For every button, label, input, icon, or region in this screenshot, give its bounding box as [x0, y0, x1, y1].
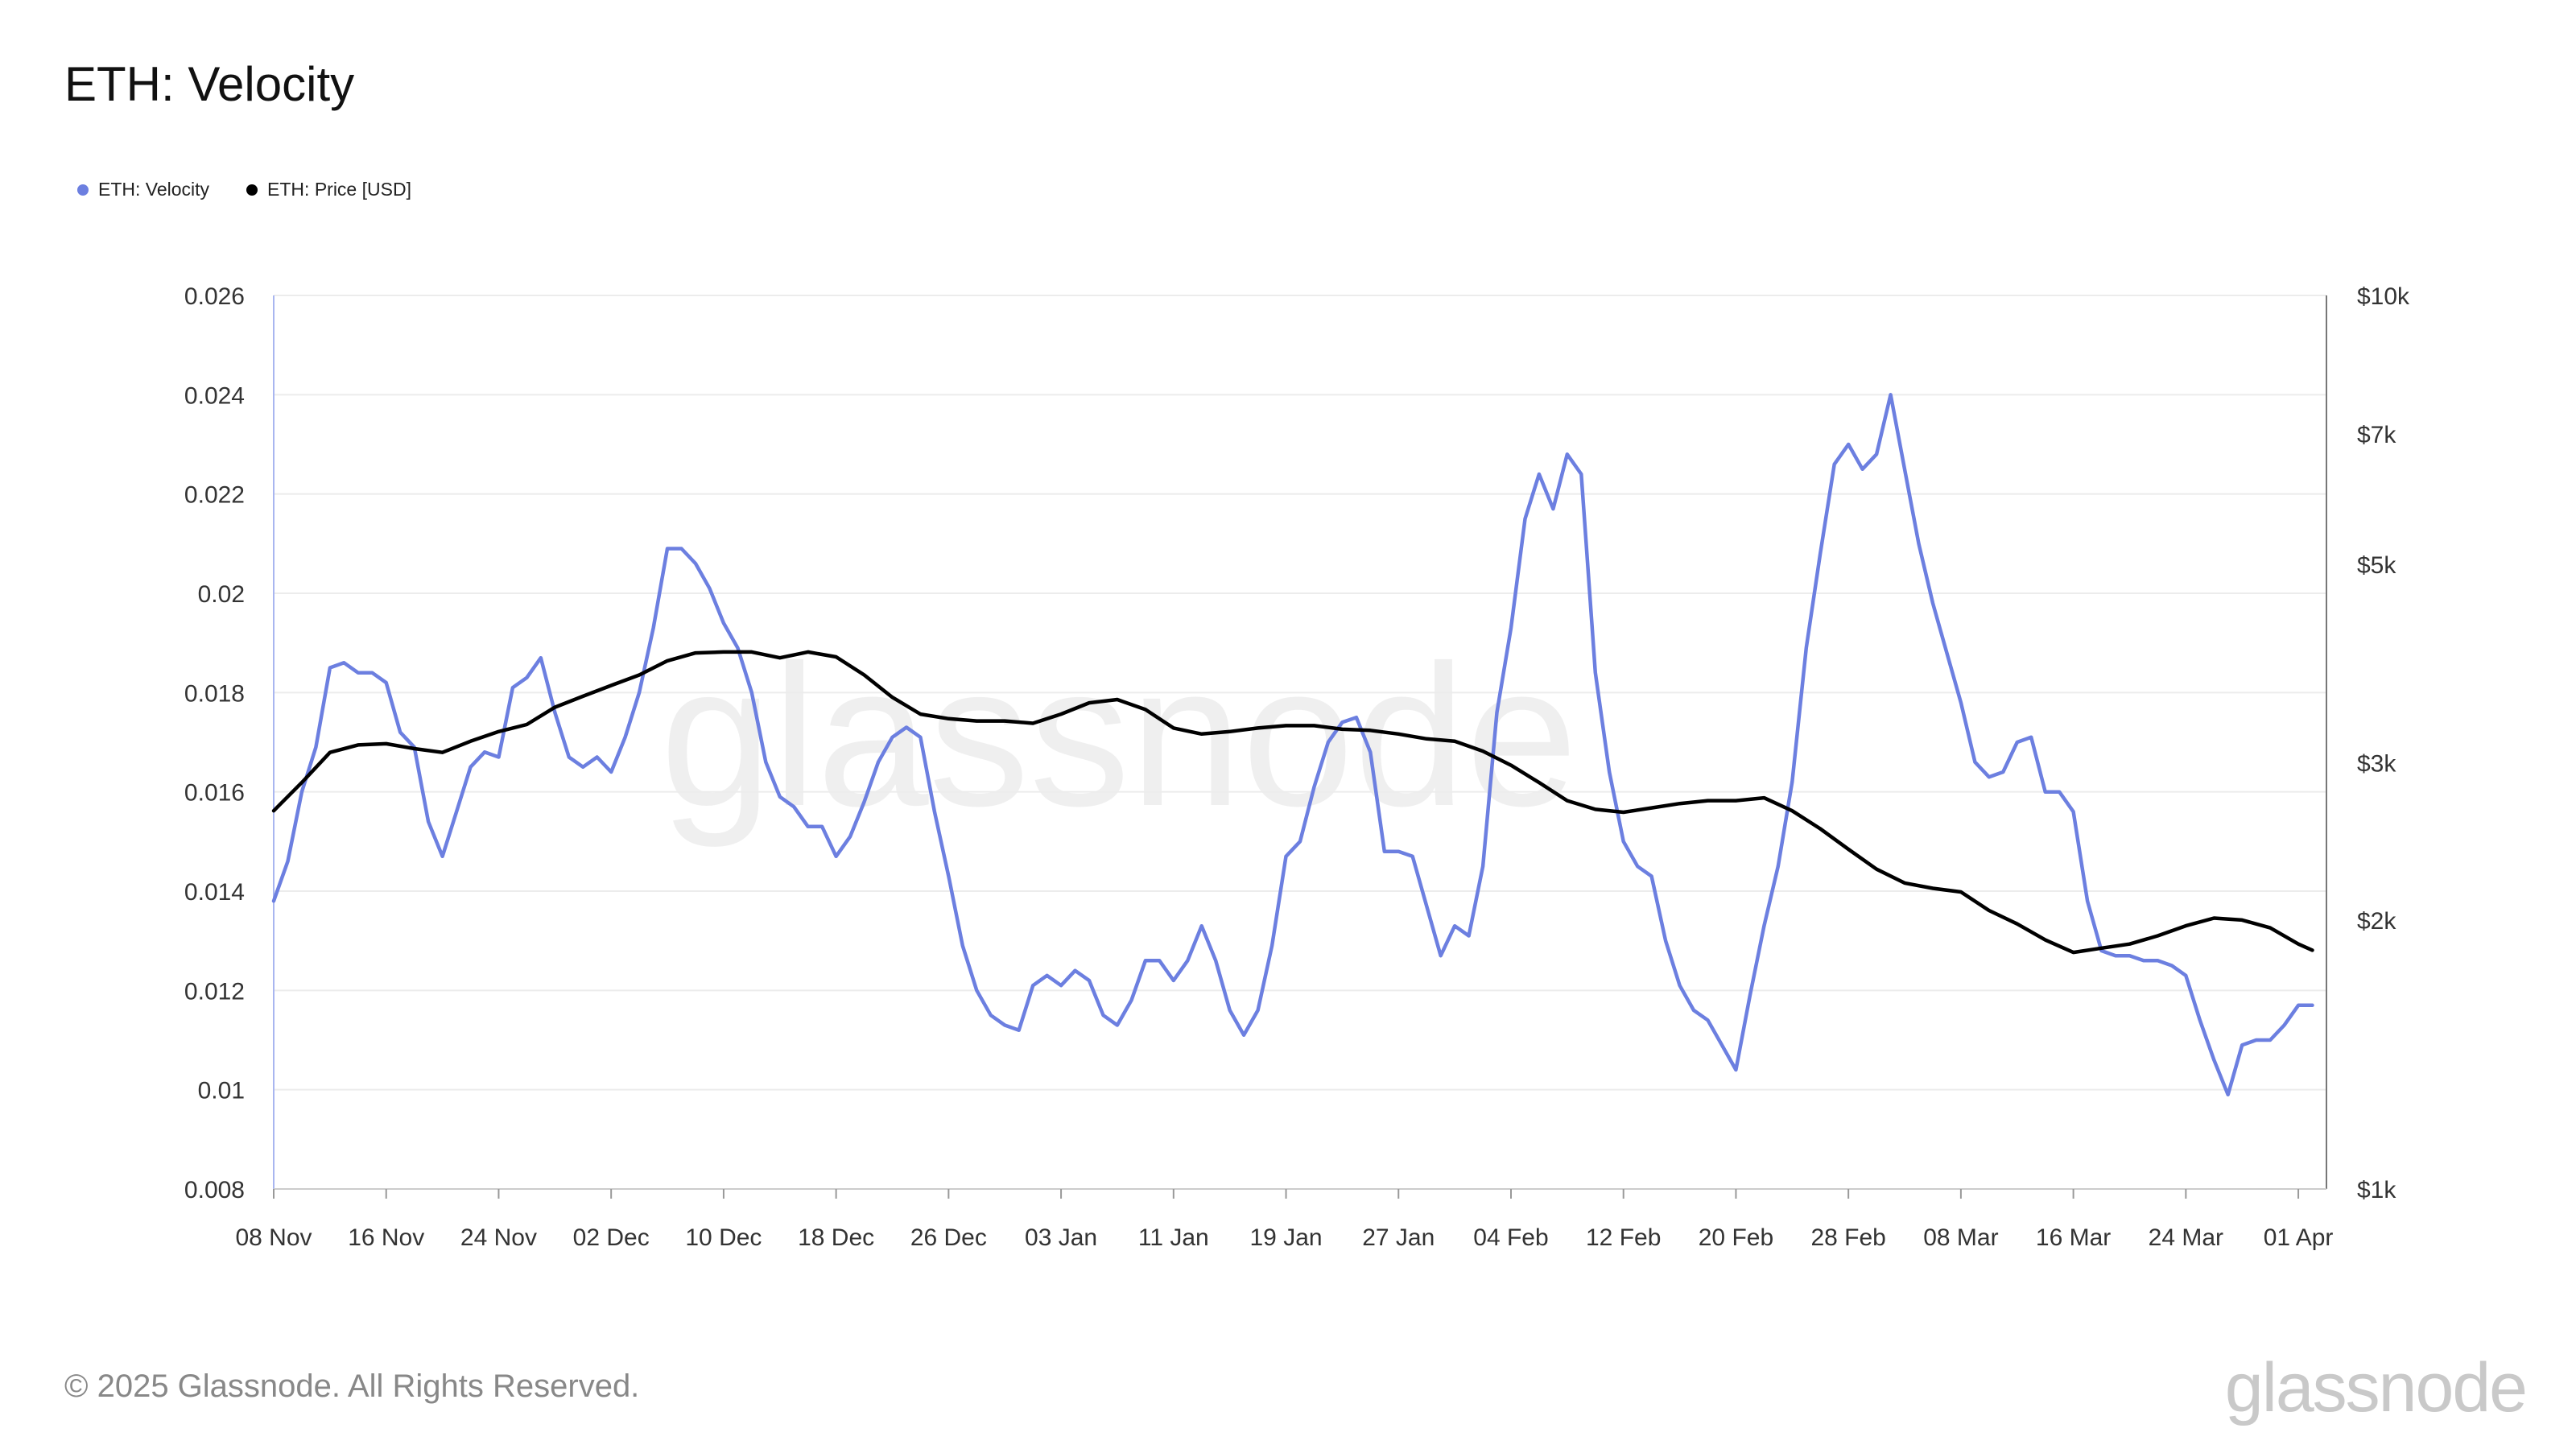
y-left-tick-label: 0.016	[184, 780, 245, 807]
x-tick-label: 16 Nov	[348, 1224, 424, 1251]
y-left-tick-label: 0.024	[184, 382, 245, 409]
x-tick-label: 18 Dec	[798, 1224, 874, 1251]
y-left-tick-label: 0.02	[198, 581, 245, 608]
legend-price-swatch	[246, 184, 258, 196]
x-tick-label: 24 Mar	[2149, 1224, 2223, 1251]
y-left-tick-label: 0.018	[184, 680, 245, 707]
y-right-tick-label: $10k	[2357, 283, 2410, 310]
x-tick-label: 20 Feb	[1699, 1224, 1773, 1251]
x-tick-label: 10 Dec	[685, 1224, 762, 1251]
y-right-tick-label: $5k	[2357, 552, 2396, 579]
series-lines	[271, 393, 2314, 1097]
legend-price-label: ETH: Price [USD]	[267, 179, 411, 200]
x-tick-label: 04 Feb	[1473, 1224, 1548, 1251]
y-left-tick-label: 0.014	[184, 879, 245, 906]
y-right-tick-label: $7k	[2357, 422, 2396, 448]
y-right-tick-label: $1k	[2357, 1177, 2396, 1203]
grid-lines	[274, 295, 2326, 1190]
y-right-tick-label: $3k	[2357, 750, 2396, 777]
x-tick-label: 01 Apr	[2264, 1224, 2334, 1251]
y-left-tick-label: 0.022	[184, 482, 245, 509]
price-line	[271, 650, 2314, 955]
tick-labels: 0.008 0.01 0.012 0.014 0.016 0.018 0.02 0.022 0.…	[184, 283, 2410, 1251]
y-left-tick-label: 0.01	[198, 1078, 245, 1104]
glassnode-logo: glassnode	[2224, 1349, 2528, 1426]
x-tick-label: 11 Jan	[1138, 1224, 1209, 1251]
chart-title: ETH: Velocity	[64, 57, 355, 111]
y-left-tick-label: 0.026	[184, 283, 245, 310]
y-right-tick-label: $2k	[2357, 908, 2396, 935]
legend-item-price[interactable]: ETH: Price [USD]	[246, 179, 411, 200]
legend-item-velocity[interactable]: ETH: Velocity	[77, 179, 209, 200]
copyright-footer: © 2025 Glassnode. All Rights Reserved.	[64, 1368, 640, 1404]
velocity-line	[271, 393, 2314, 1097]
legend-velocity-swatch	[77, 184, 89, 196]
x-tick-label: 08 Mar	[1923, 1224, 1998, 1251]
watermark: glassnode	[660, 623, 1578, 848]
x-tick-label: 27 Jan	[1362, 1224, 1435, 1251]
legend: ETH: Velocity ETH: Price [USD]	[77, 179, 411, 200]
x-tick-label: 28 Feb	[1810, 1224, 1885, 1251]
y-left-tick-label: 0.012	[184, 978, 245, 1005]
x-tick-label: 12 Feb	[1586, 1224, 1661, 1251]
x-tick-label: 24 Nov	[460, 1224, 537, 1251]
x-tick-label: 02 Dec	[573, 1224, 650, 1251]
x-tick-label: 26 Dec	[910, 1224, 987, 1251]
y-left-tick-label: 0.008	[184, 1177, 245, 1203]
x-tick-label: 08 Nov	[235, 1224, 312, 1251]
x-tick-label: 19 Jan	[1249, 1224, 1322, 1251]
legend-velocity-label: ETH: Velocity	[98, 179, 210, 200]
x-tick-label: 03 Jan	[1025, 1224, 1097, 1251]
axes	[273, 295, 2327, 1199]
x-tick-label: 16 Mar	[2036, 1224, 2111, 1251]
